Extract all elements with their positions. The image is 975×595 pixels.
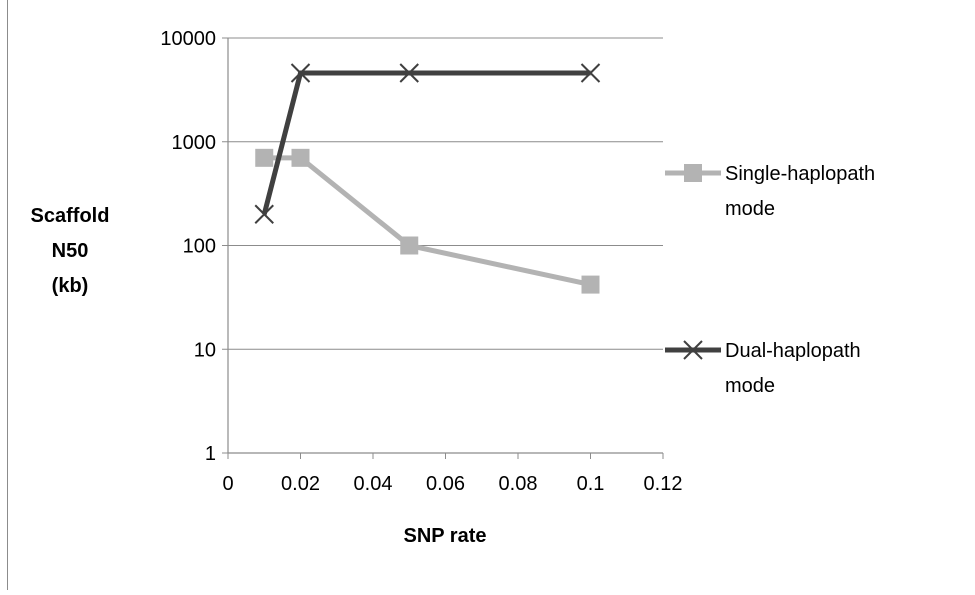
legend-entry-0: Single-haplopath mode xyxy=(665,163,875,220)
square-marker xyxy=(291,148,310,167)
x-marker xyxy=(683,340,703,360)
y-axis-title-line: (kb) xyxy=(52,275,89,297)
series-lines xyxy=(254,63,601,294)
x-tick-label: 0.1 xyxy=(577,473,605,495)
gridlines xyxy=(222,37,663,454)
series-line xyxy=(264,155,592,288)
x-tick-label: 0.02 xyxy=(281,473,320,495)
square-marker xyxy=(400,236,419,255)
legend-label: Single-haplopath xyxy=(725,163,875,185)
series-1 xyxy=(254,63,601,224)
tick-labels: 1 10 100 1000 10000 0 0.02 0.04 0.06 0.08 0.1 0.12 xyxy=(160,28,682,495)
legend-label: mode xyxy=(725,198,775,220)
x-tick-label: 0.12 xyxy=(644,473,683,495)
x-marker xyxy=(254,204,274,224)
square-marker xyxy=(684,164,702,182)
square-marker xyxy=(581,275,600,294)
series-0 xyxy=(255,148,600,294)
y-tick-label: 1 xyxy=(205,443,216,465)
x-marker xyxy=(580,63,601,83)
legend-entry-1: Dual-haplopath mode xyxy=(665,340,861,397)
legend: Single-haplopath mode Dual-haplopath mode xyxy=(665,163,875,397)
y-tick-label: 10000 xyxy=(160,28,216,50)
x-tick-label: 0.06 xyxy=(426,473,465,495)
series-line xyxy=(261,70,591,215)
y-axis-title-line: N50 xyxy=(52,240,89,262)
y-tick-label: 100 xyxy=(183,236,216,258)
x-marker xyxy=(399,63,419,83)
legend-label: Dual-haplopath xyxy=(725,340,861,362)
y-tick-label: 10 xyxy=(194,339,216,361)
y-axis-title-line: Scaffold xyxy=(31,205,110,227)
x-tick-label: 0.04 xyxy=(354,473,393,495)
x-tick-label: 0 xyxy=(222,473,233,495)
x-axis-title: SNP rate xyxy=(403,525,486,547)
legend-label: mode xyxy=(725,375,775,397)
x-tick-label: 0.08 xyxy=(499,473,538,495)
square-marker xyxy=(255,148,274,167)
y-tick-label: 1000 xyxy=(172,132,217,154)
axes xyxy=(7,0,664,590)
axis-titles: SNP rate Scaffold N50 (kb) xyxy=(31,205,487,547)
x-marker xyxy=(290,63,311,83)
